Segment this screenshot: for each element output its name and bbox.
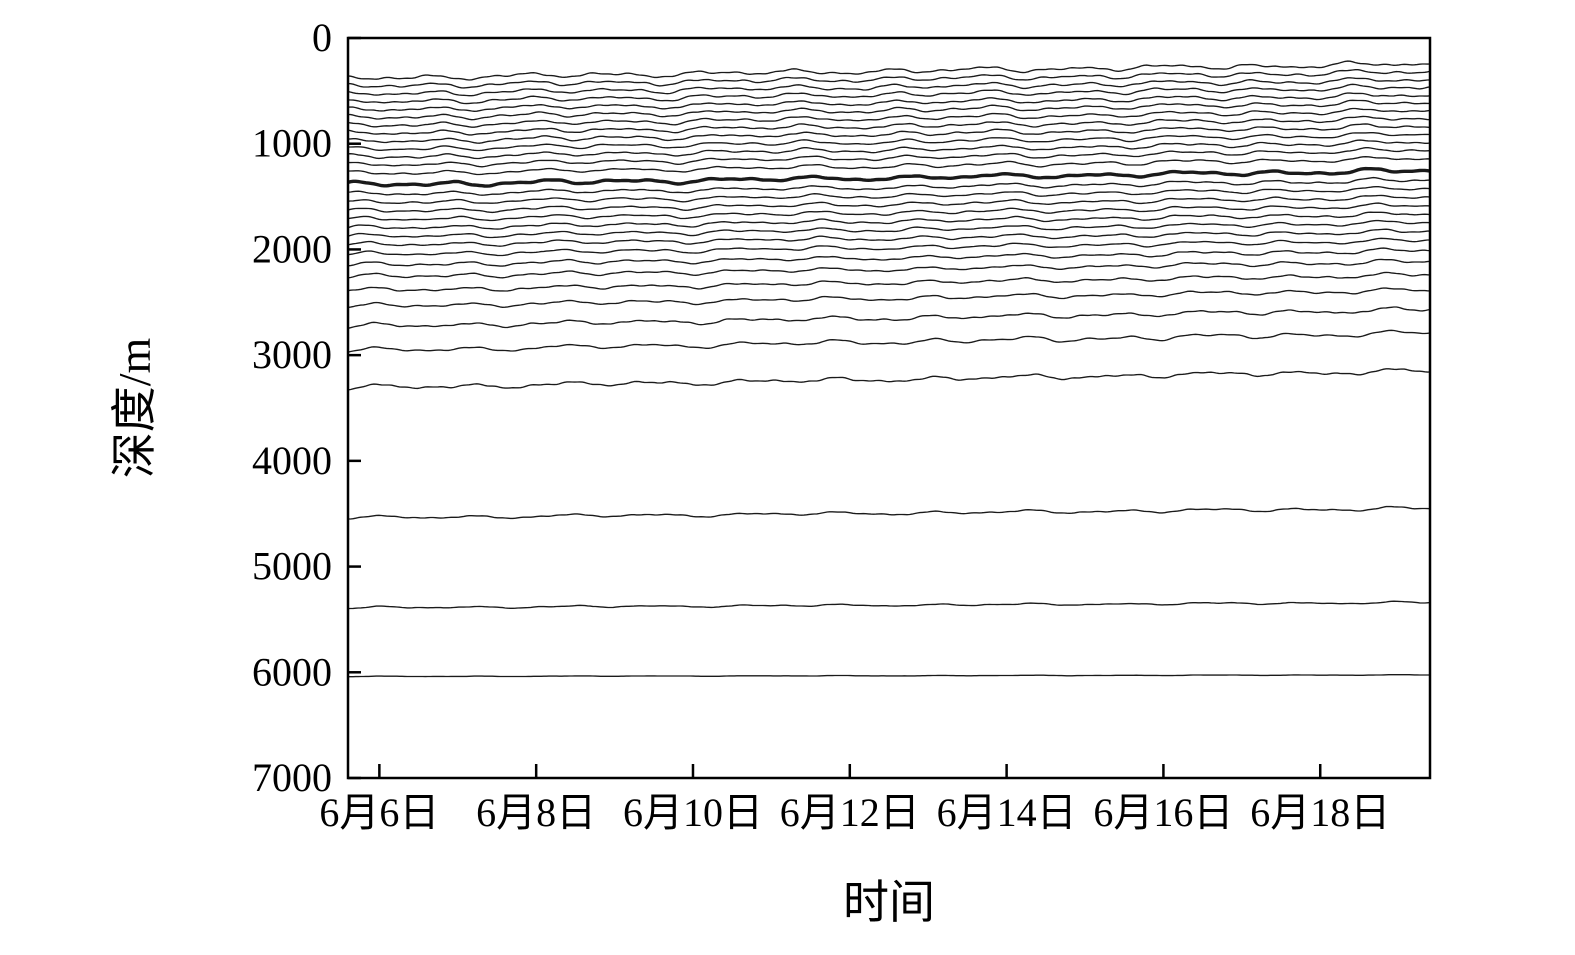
y-tick-label: 0 [312,15,332,60]
isoline-05 [348,92,1430,112]
y-axis-label: 深度/m [109,338,160,479]
isoline-28 [348,329,1430,353]
y-tick-label: 7000 [252,755,332,800]
isoline-26 [348,287,1430,309]
isoline-31 [348,600,1430,610]
isoline-11 [348,139,1430,160]
y-tick-label: 1000 [252,121,332,166]
isoline-32 [348,674,1430,678]
isoline-07 [348,107,1430,128]
y-tick-label: 5000 [252,544,332,589]
isoline-01 [348,60,1430,81]
x-tick-label: 6月8日 [476,790,596,835]
isoline-29 [348,368,1430,391]
isoline-13 [348,156,1430,176]
isoline-25 [348,271,1430,292]
axes-layer [346,36,1432,780]
x-axis-label: 时间 [843,877,935,928]
y-tick-label: 6000 [252,649,332,694]
x-tick-label: 6月12日 [780,790,920,835]
isoline-19 [348,211,1430,230]
x-tick-label: 6月14日 [937,790,1077,835]
isoline-18 [348,202,1430,222]
isoline-24 [348,258,1430,279]
isoline-23 [348,247,1430,267]
isoline-12 [348,147,1430,168]
y-tick-label: 3000 [252,332,332,377]
isoline-04 [348,83,1430,105]
y-tick-label: 4000 [252,438,332,483]
isoline-21 [348,228,1430,247]
isoline-10 [348,132,1430,152]
isoline-22 [348,237,1430,257]
isoline-03 [348,77,1430,97]
isoline-02 [348,69,1430,89]
x-tick-label: 6月18日 [1250,790,1390,835]
isoline-06 [348,99,1430,121]
isoline-14-bold [348,166,1430,188]
y-tick-label: 2000 [252,226,332,271]
isoline-08 [348,115,1430,136]
isoline-27 [348,306,1430,329]
isoline-15 [348,176,1430,196]
isoline-20 [348,219,1430,239]
isoline-series-layer [348,60,1430,678]
isoline-30 [348,505,1430,520]
isoline-17 [348,194,1430,214]
x-tick-label: 6月16日 [1093,790,1233,835]
x-tick-label: 6月10日 [623,790,763,835]
x-tick-label: 6月6日 [319,790,439,835]
plot-border [346,36,1432,780]
isoline-09 [348,123,1430,144]
isoline-16 [348,186,1430,204]
